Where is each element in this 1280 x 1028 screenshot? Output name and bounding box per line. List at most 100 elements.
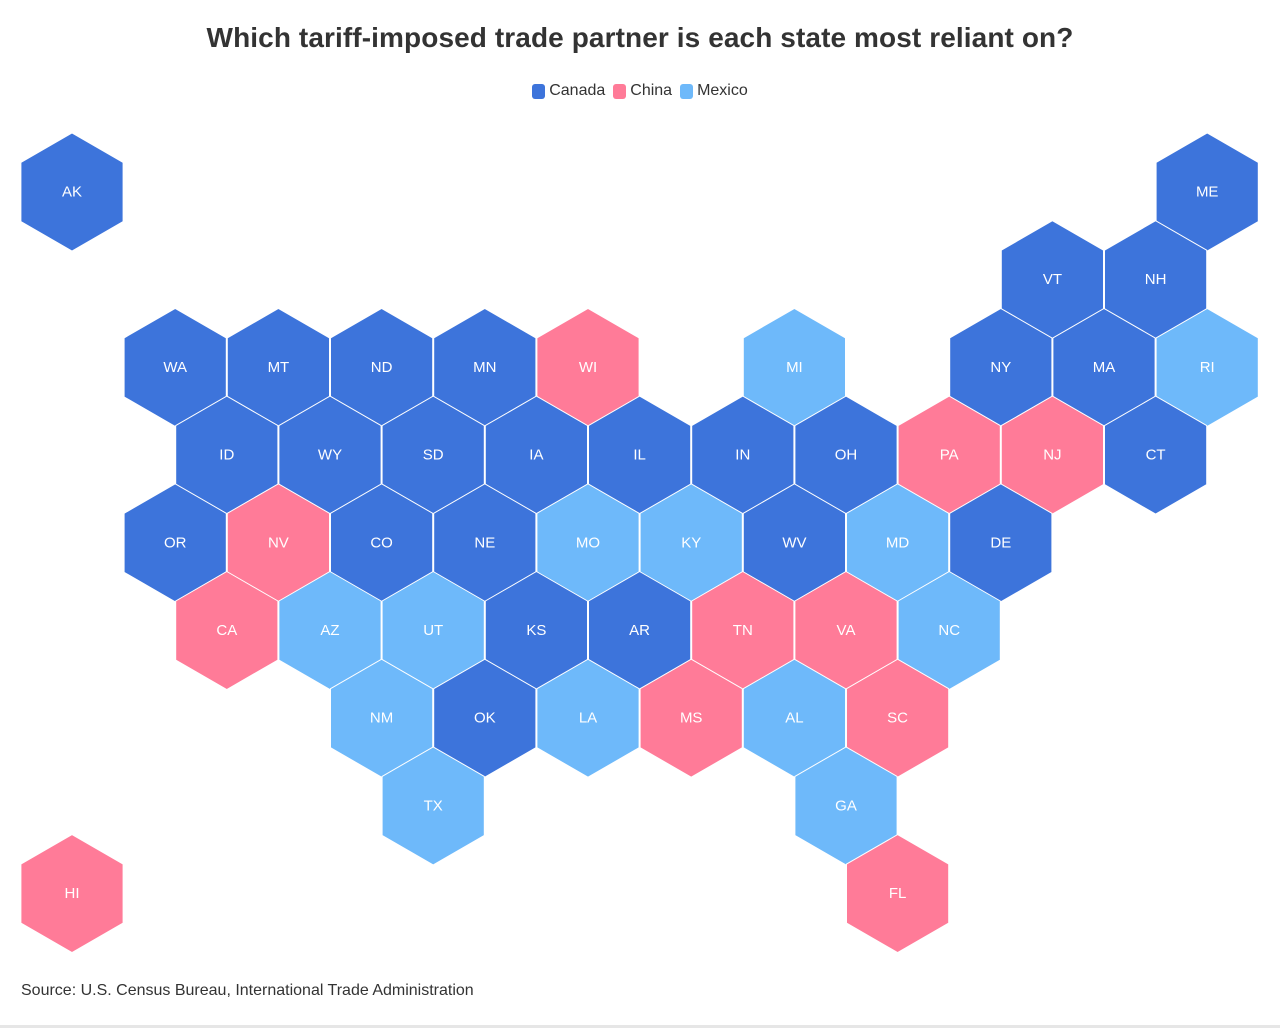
source-note: Source: U.S. Census Bureau, Internationa… [21, 982, 474, 999]
state-label-nd: ND [371, 359, 393, 376]
state-label-ks: KS [526, 622, 546, 639]
state-label-pa: PA [940, 447, 959, 464]
legend-item-canada[interactable]: Canada [532, 82, 605, 100]
state-tile-fl[interactable]: FL [846, 834, 950, 954]
state-label-ms: MS [680, 710, 703, 727]
legend-label-china: China [630, 82, 673, 99]
legend-label-mexico: Mexico [697, 82, 748, 99]
state-hex-ak[interactable] [20, 132, 124, 252]
state-label-mi: MI [786, 359, 803, 376]
state-label-ri: RI [1200, 359, 1215, 376]
state-label-wi: WI [579, 359, 597, 376]
state-tile-or[interactable]: OR [123, 483, 227, 603]
state-label-wa: WA [163, 359, 187, 376]
state-tile-wv[interactable]: WV [742, 483, 846, 603]
state-tile-ar[interactable]: AR [588, 570, 692, 691]
state-tile-mn[interactable]: MN [433, 307, 537, 427]
state-tile-tx[interactable]: TX [381, 746, 485, 866]
state-tile-wy[interactable]: WY [278, 395, 382, 515]
state-tile-la[interactable]: LA [536, 658, 640, 778]
state-label-md: MD [886, 534, 909, 551]
state-hex-tx[interactable] [381, 746, 485, 866]
state-tile-co[interactable]: CO [330, 483, 434, 603]
state-label-al: AL [785, 710, 803, 727]
state-label-la: LA [579, 710, 597, 727]
state-label-nh: NH [1145, 271, 1167, 288]
state-tile-mi[interactable]: MI [742, 307, 846, 427]
state-hex-hi[interactable] [20, 834, 124, 954]
legend: Canada China Mexico [0, 82, 1280, 100]
state-tile-hi[interactable]: HI [20, 834, 124, 954]
state-label-in: IN [735, 447, 750, 464]
legend-item-china[interactable]: China [613, 82, 672, 100]
state-label-ky: KY [681, 534, 701, 551]
state-label-ia: IA [529, 447, 543, 464]
state-tile-oh[interactable]: OH [794, 395, 898, 515]
state-label-sd: SD [423, 447, 444, 464]
state-label-ca: CA [216, 622, 237, 639]
state-tile-ak[interactable]: AK [20, 132, 124, 252]
bottom-divider [0, 1025, 1280, 1028]
state-tile-ca[interactable]: CA [175, 570, 279, 691]
state-label-me: ME [1196, 184, 1219, 201]
legend-swatch-mexico [680, 83, 694, 99]
state-label-nj: NJ [1043, 447, 1061, 464]
state-tile-ne[interactable]: NE [433, 483, 537, 603]
state-label-sc: SC [887, 710, 908, 727]
state-hex-la[interactable] [536, 658, 640, 778]
state-hex-ct[interactable] [1104, 395, 1208, 515]
state-tile-sc[interactable]: SC [846, 658, 950, 778]
state-label-de: DE [990, 534, 1011, 551]
state-label-co: CO [370, 534, 393, 551]
legend-label-canada: Canada [549, 82, 606, 99]
state-label-wy: WY [318, 447, 342, 464]
state-tile-il[interactable]: IL [588, 395, 692, 515]
state-label-wv: WV [782, 534, 806, 551]
state-tile-wa[interactable]: WA [123, 307, 227, 427]
state-tile-mt[interactable]: MT [226, 307, 330, 427]
legend-item-mexico[interactable]: Mexico [680, 82, 748, 100]
state-label-va: VA [837, 622, 856, 639]
state-tile-nv[interactable]: NV [226, 483, 330, 603]
state-hex-ms[interactable] [639, 658, 743, 778]
state-tile-mo[interactable]: MO [536, 483, 640, 603]
state-label-ne: NE [474, 534, 495, 551]
state-tile-al[interactable]: AL [742, 658, 846, 778]
state-label-nm: NM [370, 710, 393, 727]
state-tile-ok[interactable]: OK [433, 658, 537, 778]
state-label-ct: CT [1146, 447, 1166, 464]
state-label-mo: MO [576, 534, 600, 551]
state-label-ny: NY [990, 359, 1011, 376]
state-tile-nc[interactable]: NC [897, 570, 1001, 691]
state-label-ga: GA [835, 797, 857, 814]
state-label-tx: TX [424, 797, 443, 814]
state-label-ok: OK [474, 710, 496, 727]
state-tile-ga[interactable]: GA [794, 746, 898, 866]
state-label-ut: UT [423, 622, 443, 639]
state-hex-fl[interactable] [846, 834, 950, 954]
state-label-mt: MT [268, 359, 290, 376]
chart-title: Which tariff-imposed trade partner is ea… [206, 22, 1074, 53]
state-label-il: IL [633, 447, 646, 464]
state-label-tn: TN [733, 622, 753, 639]
state-label-or: OR [164, 534, 187, 551]
state-tile-vt[interactable]: VT [1000, 220, 1104, 340]
state-label-vt: VT [1043, 271, 1062, 288]
state-label-nc: NC [938, 622, 960, 639]
state-hex-ca[interactable] [175, 570, 279, 691]
state-label-nv: NV [268, 534, 289, 551]
state-label-ma: MA [1093, 359, 1116, 376]
state-label-id: ID [219, 447, 234, 464]
legend-swatch-canada [532, 83, 546, 99]
state-label-mn: MN [473, 359, 496, 376]
state-tile-ms[interactable]: MS [639, 658, 743, 778]
state-tile-ct[interactable]: CT [1104, 395, 1208, 515]
state-label-oh: OH [835, 447, 858, 464]
state-label-fl: FL [889, 885, 907, 902]
state-tile-me[interactable]: ME [1155, 132, 1259, 252]
state-label-ak: AK [62, 184, 82, 201]
state-label-ar: AR [629, 622, 650, 639]
state-tile-in[interactable]: IN [691, 395, 795, 515]
state-tile-nm[interactable]: NM [330, 658, 434, 778]
